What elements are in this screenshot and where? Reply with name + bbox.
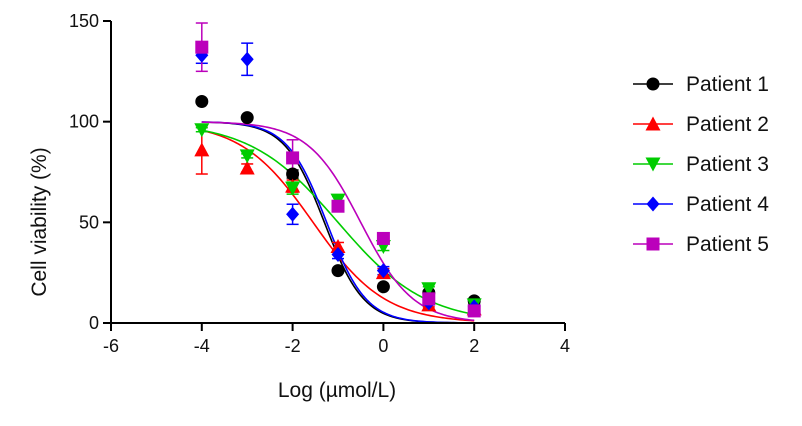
data-point-series-3 [285, 181, 301, 196]
legend-marker [646, 237, 660, 251]
data-point-series-2 [330, 238, 346, 253]
data-point-series-5 [286, 151, 300, 165]
x-tick-label: 4 [560, 336, 570, 356]
legend-label: Patient 3 [686, 153, 769, 176]
x-axis-ticks: -6 -4 -2 0 2 4 [103, 323, 570, 356]
legend-entry-4: Patient 4 [633, 193, 769, 216]
y-tick-label: 150 [69, 11, 99, 31]
data-point-series-5 [422, 292, 436, 306]
data-point-series-1 [376, 280, 390, 294]
data-point-series-1 [240, 111, 254, 125]
data-point-series-1 [195, 95, 209, 109]
data-point-series-2 [194, 142, 210, 157]
x-tick-label: -4 [194, 336, 210, 356]
legend: Patient 1 Patient 2 Patient 3 Patient 4 Pati… [633, 73, 769, 256]
x-tick-label: -6 [103, 336, 119, 356]
x-axis-title: Log (µmol/L) [278, 379, 396, 402]
legend-label: Patient 1 [686, 73, 769, 96]
legend-marker [645, 157, 661, 172]
legend-label: Patient 2 [686, 113, 769, 136]
axes: -6 -4 -2 0 2 4 0 50 100 150 [69, 11, 570, 356]
data-point-series-1 [331, 264, 345, 278]
data-point-series-4 [376, 263, 390, 279]
legend-entry-5: Patient 5 [633, 233, 769, 256]
data-point-series-5 [376, 231, 390, 245]
data-point-series-4 [331, 247, 345, 263]
y-tick-label: 100 [69, 112, 99, 132]
legend-label: Patient 4 [686, 193, 769, 216]
data-point-series-3 [421, 282, 437, 297]
data-point-series-2 [239, 160, 255, 175]
y-tick-label: 0 [89, 313, 99, 333]
x-tick-label: -2 [285, 336, 301, 356]
legend-marker [645, 116, 661, 131]
data-point-series-5 [331, 199, 345, 213]
y-axis-title: Cell viability (%) [28, 147, 51, 296]
legend-entry-3: Patient 3 [633, 153, 769, 176]
data-point-series-5 [195, 40, 209, 54]
data-point-series-3 [194, 123, 210, 138]
data-point-series-4 [286, 206, 300, 222]
data-points [194, 40, 482, 318]
data-point-series-4 [240, 51, 254, 67]
data-point-series-1 [286, 167, 300, 181]
legend-entry-1: Patient 1 [633, 73, 769, 96]
x-tick-label: 2 [469, 336, 479, 356]
y-axis-ticks: 0 50 100 150 [69, 11, 111, 333]
x-tick-label: 0 [378, 336, 388, 356]
legend-marker [646, 196, 660, 212]
data-point-series-3 [239, 149, 255, 164]
legend-entry-2: Patient 2 [633, 113, 769, 136]
legend-label: Patient 5 [686, 233, 769, 256]
legend-marker [646, 77, 660, 91]
y-tick-label: 50 [79, 212, 99, 232]
data-point-series-5 [467, 304, 481, 318]
